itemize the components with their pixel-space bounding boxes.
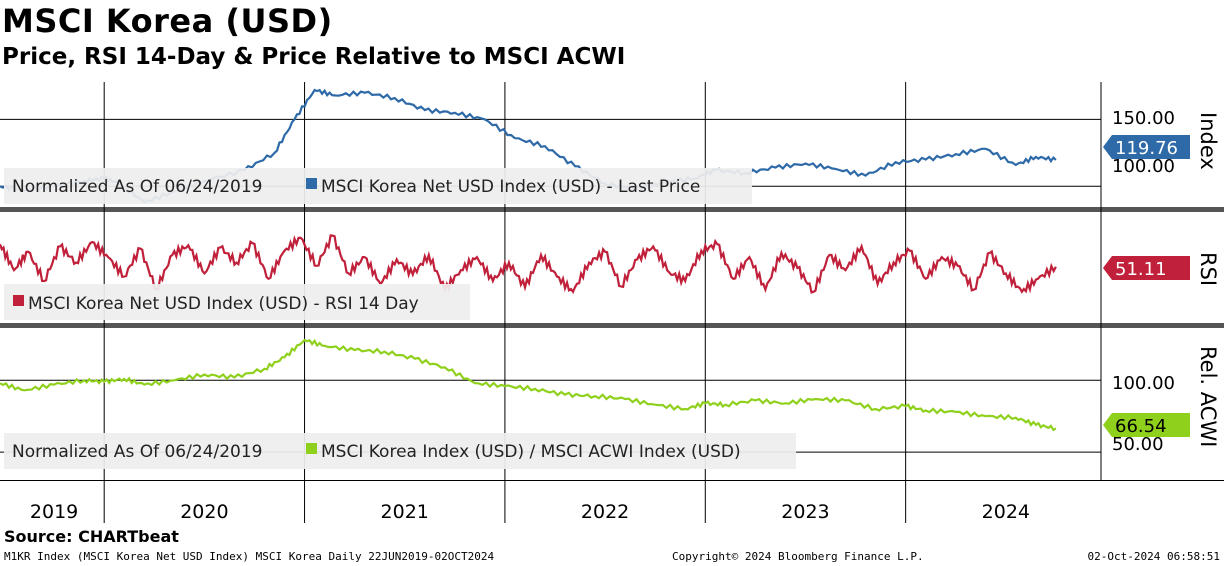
relative-ytick-100: 100.00 — [1112, 373, 1175, 394]
price-panel-label: Index — [1196, 112, 1220, 170]
rsi-legend-label: MSCI Korea Net USD Index (USD) - RSI 14 … — [28, 294, 419, 314]
relative-legend-label: MSCI Korea Index (USD) / MSCI ACWI Index… — [321, 442, 741, 462]
rsi-last-value-tag: 51.11 — [1103, 256, 1190, 280]
rsi-series — [0, 234, 1057, 294]
price-legend-swatch — [306, 178, 317, 189]
year-label: 2024 — [982, 501, 1030, 523]
relative-legend-swatch — [306, 443, 317, 454]
rsi-line — [0, 234, 1057, 294]
price-legend-note: Normalized As Of 06/24/2019 — [12, 177, 262, 197]
year-label: 2023 — [781, 501, 829, 523]
price-last-value-tag: 119.76 — [1103, 135, 1190, 159]
rsi-legend-box — [4, 284, 470, 320]
relative-panel-label: Rel. ACWI — [1196, 346, 1220, 447]
year-label: 2019 — [30, 501, 78, 523]
footer-center: Copyright© 2024 Bloomberg Finance L.P. — [672, 550, 924, 563]
relative-legend-note: Normalized As Of 06/24/2019 — [12, 442, 262, 462]
rsi-panel-label: RSI — [1196, 252, 1220, 286]
relative-legend-box — [4, 433, 796, 469]
price-legend-box — [4, 168, 752, 204]
relative-last-value-tag: 66.54 — [1103, 413, 1190, 437]
year-label: 2021 — [381, 501, 429, 523]
relative-series — [0, 338, 1057, 432]
source-note: Source: CHARTbeat — [4, 527, 179, 546]
chart-title: MSCI Korea (USD) — [2, 2, 333, 40]
panel-divider-1[interactable] — [0, 207, 1224, 212]
x-axis-years: 2019 2020 2021 2022 2023 2024 — [30, 501, 1030, 523]
x-axis-line — [0, 480, 1224, 481]
price-ytick-100: 100.00 — [1112, 156, 1175, 177]
price-last-value: 119.76 — [1115, 138, 1178, 159]
year-label: 2022 — [581, 501, 629, 523]
relative-last-value: 66.54 — [1115, 416, 1167, 437]
price-ytick-150: 150.00 — [1112, 108, 1175, 129]
relative-line — [0, 338, 1057, 432]
chart-canvas: Normalized As Of 06/24/2019 MSCI Korea N… — [0, 82, 1224, 523]
relative-ytick-50: 50.00 — [1112, 434, 1164, 455]
price-legend-label: MSCI Korea Net USD Index (USD) - Last Pr… — [321, 177, 700, 197]
panel-divider-2[interactable] — [0, 323, 1224, 328]
footer-left: M1KR Index (MSCI Korea Net USD Index) MS… — [4, 550, 495, 563]
rsi-legend-swatch — [13, 295, 24, 306]
rsi-last-value: 51.11 — [1115, 259, 1167, 280]
footer-right: 02-Oct-2024 06:58:51 — [1087, 550, 1220, 563]
year-label: 2020 — [180, 501, 228, 523]
chart-subtitle: Price, RSI 14-Day & Price Relative to MS… — [2, 44, 626, 70]
